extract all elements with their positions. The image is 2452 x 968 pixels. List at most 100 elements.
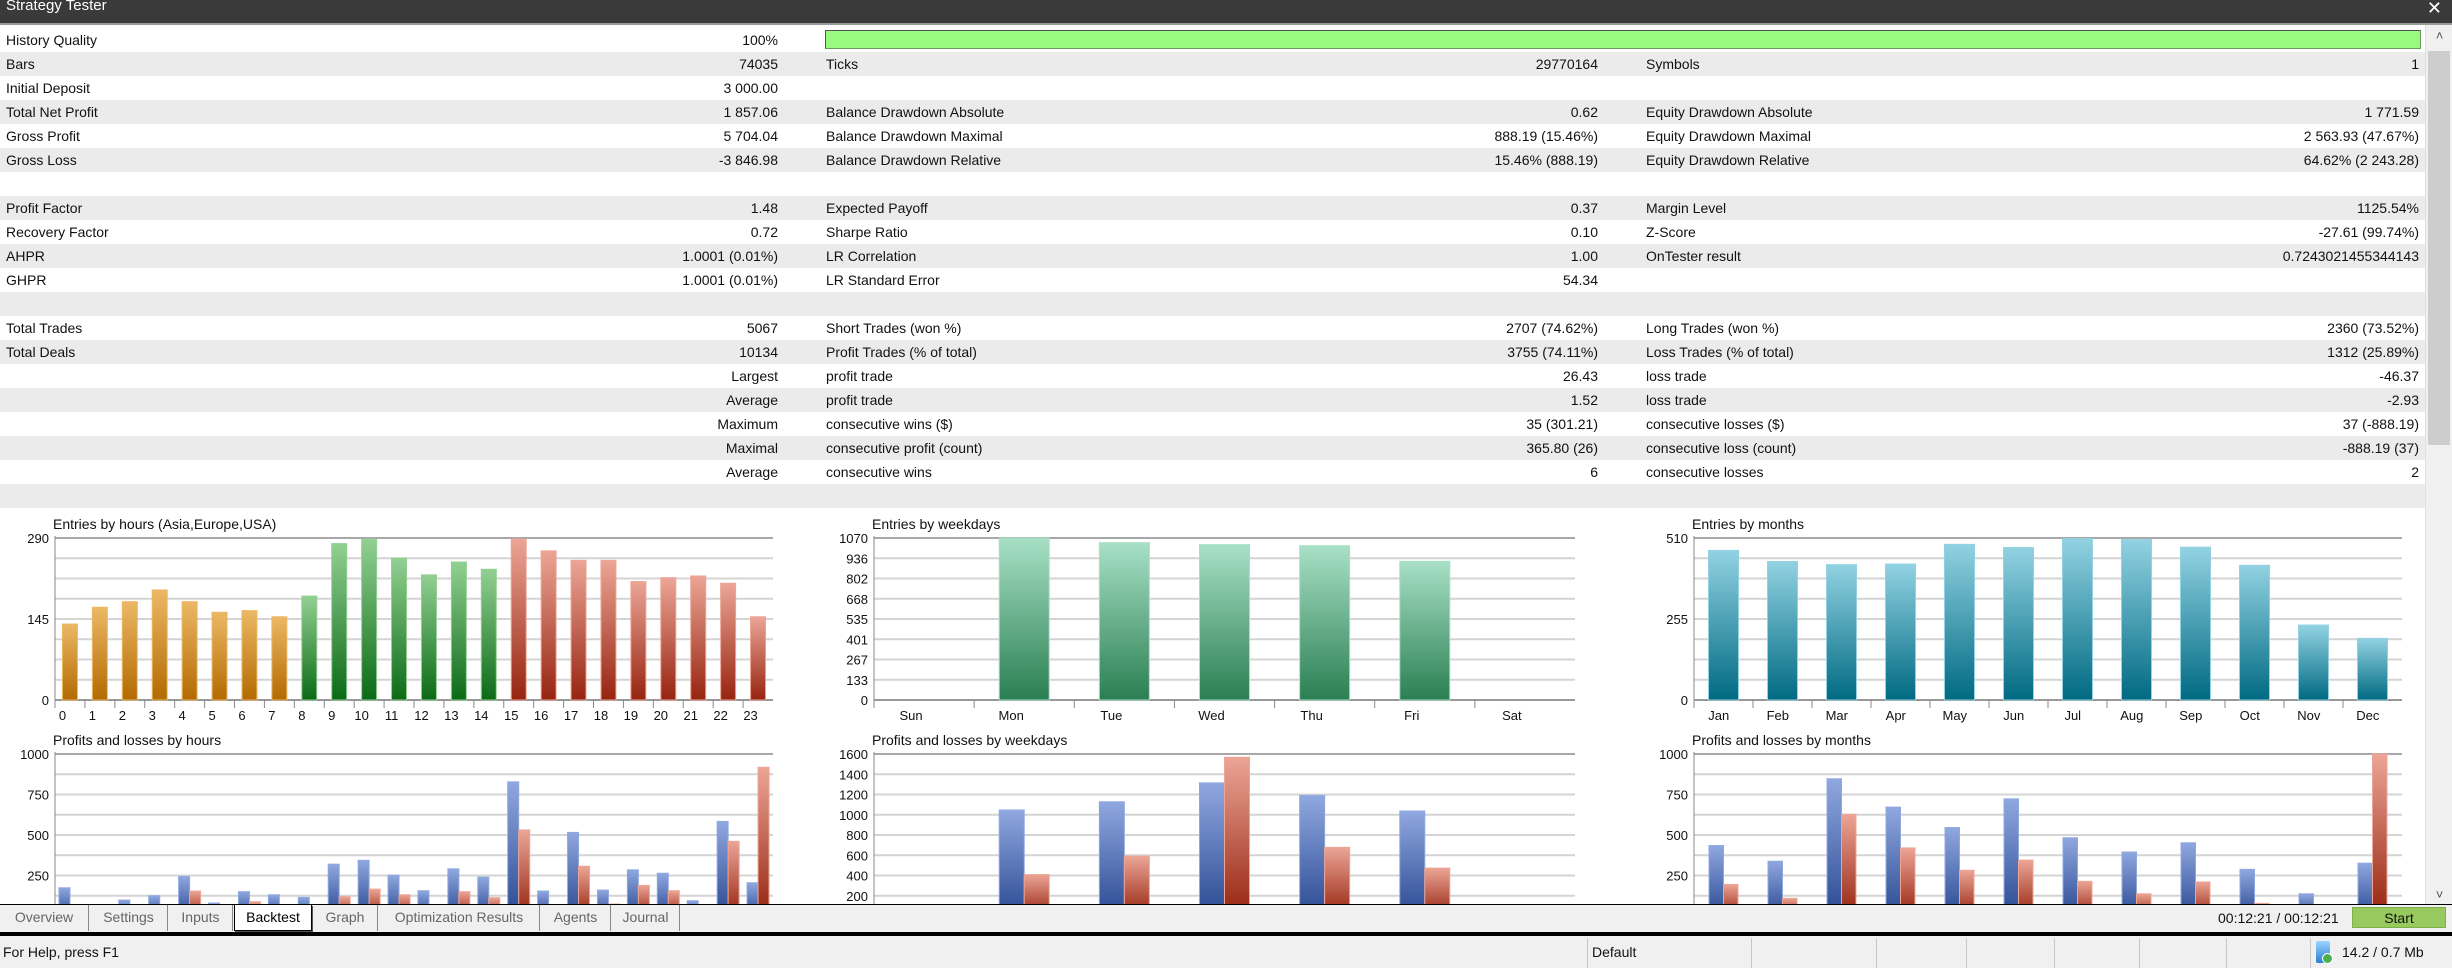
profit-bar — [2357, 862, 2373, 904]
stat-value: 64.62% (2 243.28) — [2303, 152, 2419, 168]
loss-bar — [2195, 881, 2211, 904]
bar — [61, 623, 78, 701]
y-tick-label: 133 — [846, 673, 868, 688]
x-tick-label: 11 — [385, 708, 399, 723]
bar — [540, 550, 557, 701]
chart-title: Profits and losses by months — [1692, 732, 1871, 748]
x-tick-label: 5 — [208, 708, 215, 723]
stat-value: 365.80 (26) — [1526, 440, 1598, 456]
bar — [690, 575, 707, 701]
close-icon[interactable]: ✕ — [2426, 0, 2442, 18]
scroll-up-icon[interactable]: ˄ — [2435, 28, 2444, 43]
profit-bar — [507, 781, 520, 904]
loss-bar — [667, 890, 680, 904]
stat-value: 1.48 — [750, 200, 778, 216]
x-tick-label: Jun — [2003, 708, 2024, 723]
bar — [1885, 563, 1916, 701]
stat-label: consecutive profit (count) — [826, 440, 983, 456]
loss-bar — [458, 891, 471, 904]
stat-value: 2 563.93 (47.67%) — [2303, 128, 2419, 144]
chart-entries-hours: Entries by hours (Asia,Europe,USA)290145… — [27, 516, 773, 723]
stat-value: 1.00 — [1570, 248, 1598, 264]
stats-row: History Quality 100% — [0, 28, 2425, 52]
y-tick-label: 800 — [846, 828, 868, 843]
stat-label: Expected Payoff — [826, 200, 928, 216]
stat-label: loss trade — [1646, 368, 1707, 384]
profit-bar — [567, 831, 580, 904]
stat-label: History Quality — [6, 32, 98, 48]
x-tick-label: 4 — [179, 708, 186, 723]
loss-bar — [248, 901, 261, 904]
profit-bar — [208, 902, 221, 904]
y-tick-label: 510 — [1666, 531, 1688, 546]
start-button[interactable]: Start — [2352, 907, 2446, 928]
x-tick-label: 21 — [683, 708, 697, 723]
tab-agents[interactable]: Agents — [541, 905, 611, 931]
y-tick-label: 750 — [1666, 788, 1688, 803]
bar — [91, 606, 108, 701]
stat-label: Gross Profit — [6, 128, 80, 144]
tab-backtest[interactable]: Backtest — [234, 905, 312, 931]
y-tick-label: 250 — [27, 869, 49, 884]
bar — [181, 601, 198, 701]
y-tick-label: 250 — [1666, 869, 1688, 884]
bar — [2239, 564, 2270, 701]
bar — [480, 568, 497, 701]
chart-entries-weekdays: Entries by weekdays 1070 936 802 668 535 401 26… — [839, 516, 1575, 723]
stats-row: Gross Loss -3 846.98 Balance Drawdown Rela… — [0, 148, 2425, 172]
tab-settings[interactable]: Settings — [90, 905, 168, 931]
stats-table: History Quality 100% Bars 74035 Ticks 2977016… — [0, 28, 2425, 508]
stat-label: loss trade — [1646, 392, 1707, 408]
stats-row: Average profit trade 1.52 loss trade -2.93 — [0, 388, 2425, 412]
y-tick-label: 1000 — [1659, 747, 1688, 762]
x-tick-label: Sat — [1502, 708, 1522, 723]
tab-journal[interactable]: Journal — [612, 905, 680, 931]
stat-value: 0.37 — [1570, 200, 1598, 216]
stat-value: -2.93 — [2387, 392, 2419, 408]
stat-value: 2 — [2411, 464, 2419, 480]
vertical-scrollbar[interactable]: ˄ ˅ — [2425, 25, 2452, 904]
x-tick-label: May — [1942, 708, 1967, 723]
status-divider — [1966, 938, 1967, 968]
x-tick-label: Wed — [1198, 708, 1225, 723]
stat-value: 6 — [1590, 464, 1598, 480]
y-tick-label: 400 — [846, 869, 868, 884]
profit-bar — [387, 874, 400, 904]
bar — [1399, 560, 1451, 701]
stat-label: profit trade — [826, 392, 893, 408]
stats-row — [0, 484, 2425, 508]
x-tick-label: Aug — [2120, 708, 2143, 723]
scroll-down-icon[interactable]: ˅ — [2435, 887, 2444, 902]
y-tick-label: 668 — [846, 592, 868, 607]
status-divider — [2310, 938, 2311, 968]
stat-value: 37 (-888.19) — [2342, 416, 2419, 432]
loss-bar — [2372, 753, 2388, 904]
tab-overview[interactable]: Overview — [0, 905, 89, 931]
x-tick-label: Feb — [1767, 708, 1789, 723]
loss-bar — [1959, 869, 1975, 904]
bar — [211, 611, 228, 701]
stat-value: 1125.54% — [2356, 200, 2419, 216]
y-tick-label: 0 — [1681, 693, 1688, 708]
bar — [301, 595, 318, 701]
y-tick-label: 1400 — [839, 767, 868, 782]
tab-graph[interactable]: Graph — [313, 905, 378, 931]
stat-label: Gross Loss — [6, 152, 77, 168]
bar — [1826, 564, 1857, 701]
stats-row: Total Net Profit 1 857.06 Balance Drawdown… — [0, 100, 2425, 124]
tab-inputs[interactable]: Inputs — [169, 905, 233, 931]
bar — [1098, 542, 1150, 701]
scrollbar-thumb[interactable] — [2428, 51, 2450, 445]
stats-row: Maximum consecutive wins ($) 35 (301.21) co… — [0, 412, 2425, 436]
x-tick-label: 1 — [89, 708, 96, 723]
bar — [2357, 637, 2388, 701]
x-tick-label: 0 — [59, 708, 66, 723]
loss-bar — [398, 894, 411, 904]
tab-optimization-results[interactable]: Optimization Results — [379, 905, 540, 931]
y-tick-label: 1000 — [20, 747, 49, 762]
profit-bar — [1885, 806, 1901, 904]
stat-label: AHPR — [6, 248, 45, 264]
stat-value: 0.10 — [1570, 224, 1598, 240]
loss-bar — [2018, 859, 2034, 904]
profit-bar — [1826, 778, 1842, 904]
